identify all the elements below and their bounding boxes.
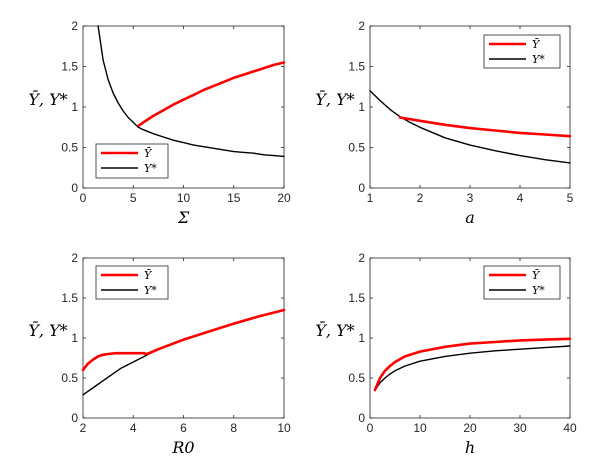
y-tick-label: 2 <box>358 19 365 33</box>
x-tick-label: 30 <box>513 421 527 435</box>
y-tick-label: 2 <box>358 251 365 265</box>
legend-entry: Y* <box>532 284 545 297</box>
x-axis-label: Σ <box>177 208 190 227</box>
x-tick-label: 2 <box>80 421 87 435</box>
x-tick-label: 3 <box>467 191 474 205</box>
y-tick-label: 2 <box>71 251 78 265</box>
x-tick-label: 0 <box>80 191 87 205</box>
y-tick-label: 0.5 <box>61 371 78 385</box>
x-tick-label: 10 <box>413 421 427 435</box>
x-tick-label: 4 <box>130 421 137 435</box>
chart-panel-4: 0 10 20 30 40 0 0.5 1 1.5 2 Ȳ, Y* h Ȳ Y* <box>315 251 577 457</box>
x-tick-label: 6 <box>180 421 187 435</box>
legend-box <box>95 143 169 179</box>
x-tick-label: 8 <box>230 421 237 435</box>
y-tick-label: 0 <box>71 181 78 195</box>
y-tick-label: 0.5 <box>348 371 365 385</box>
legend: Ȳ Y* <box>95 265 169 300</box>
x-tick-label: 10 <box>177 191 191 205</box>
series-line-ybar <box>81 308 286 372</box>
y-axis-label: Ȳ, Y* <box>315 320 354 340</box>
x-axis-label: h <box>465 438 475 457</box>
chart-panel-3: 2 4 6 8 10 0 0.5 1 1.5 2 Ȳ, Y* R0 Ȳ Y* <box>28 251 291 457</box>
y-tick-label: 1 <box>71 100 78 114</box>
legend-box <box>483 265 561 300</box>
x-tick-label: 15 <box>227 191 241 205</box>
y-tick-label: 2 <box>71 19 78 33</box>
y-tick-label: 1 <box>71 331 78 345</box>
y-tick-label: 1.5 <box>348 291 365 305</box>
y-axis-label: Ȳ, Y* <box>28 320 67 340</box>
y-axis-label: Ȳ, Y* <box>315 89 354 109</box>
x-tick-label: 4 <box>517 191 524 205</box>
legend-entry: Y* <box>532 53 545 66</box>
x-tick-label: 0 <box>367 421 374 435</box>
x-tick-label: 1 <box>367 191 374 205</box>
y-axis-label: Ȳ, Y* <box>28 89 67 109</box>
legend: Ȳ Y* <box>483 265 561 300</box>
x-tick-label: 10 <box>277 421 291 435</box>
legend-entry: Ȳ <box>532 269 541 282</box>
series-line-ybar <box>373 337 572 392</box>
x-tick-label: 2 <box>417 191 424 205</box>
legend-entry: Y* <box>144 284 157 297</box>
y-tick-label: 0.5 <box>348 141 365 155</box>
chart-panel-2: 1 2 3 4 5 0 0.5 1 1.5 2 Ȳ, Y* a Ȳ Y* <box>315 19 573 227</box>
y-tick-label: 0 <box>71 411 78 425</box>
legend-box <box>483 34 561 69</box>
legend-entry: Y* <box>144 162 157 175</box>
y-tick-label: 0 <box>358 181 365 195</box>
legend: Ȳ Y* <box>483 34 561 69</box>
y-tick-label: 1.5 <box>61 60 78 74</box>
chart-panel-1: 0 5 10 15 20 0 0.5 1 1.5 2 Ȳ, Y* Σ Ȳ Y* <box>28 19 291 227</box>
x-tick-label: 5 <box>567 191 574 205</box>
x-tick-label: 5 <box>130 191 137 205</box>
series-line-ystar <box>369 90 571 164</box>
y-tick-label: 1 <box>358 331 365 345</box>
series-line-ybar <box>137 61 286 127</box>
y-tick-label: 0.5 <box>61 141 78 155</box>
series-line-ystar <box>374 345 571 391</box>
legend-entry: Ȳ <box>532 38 541 51</box>
legend: Ȳ Y* <box>95 143 169 179</box>
y-tick-label: 1 <box>358 100 365 114</box>
y-tick-label: 0 <box>358 411 365 425</box>
x-tick-label: 20 <box>463 421 477 435</box>
y-tick-label: 1.5 <box>61 291 78 305</box>
x-tick-label: 20 <box>277 191 291 205</box>
legend-entry: Ȳ <box>144 147 153 160</box>
x-axis-label: R0 <box>171 438 194 457</box>
x-tick-label: 40 <box>563 421 577 435</box>
series-line-ybar <box>398 116 572 138</box>
series-line-ystar <box>97 25 285 158</box>
x-axis-label: a <box>465 208 475 227</box>
legend-entry: Ȳ <box>144 269 153 282</box>
legend-box <box>95 265 169 300</box>
y-tick-label: 1.5 <box>348 60 365 74</box>
